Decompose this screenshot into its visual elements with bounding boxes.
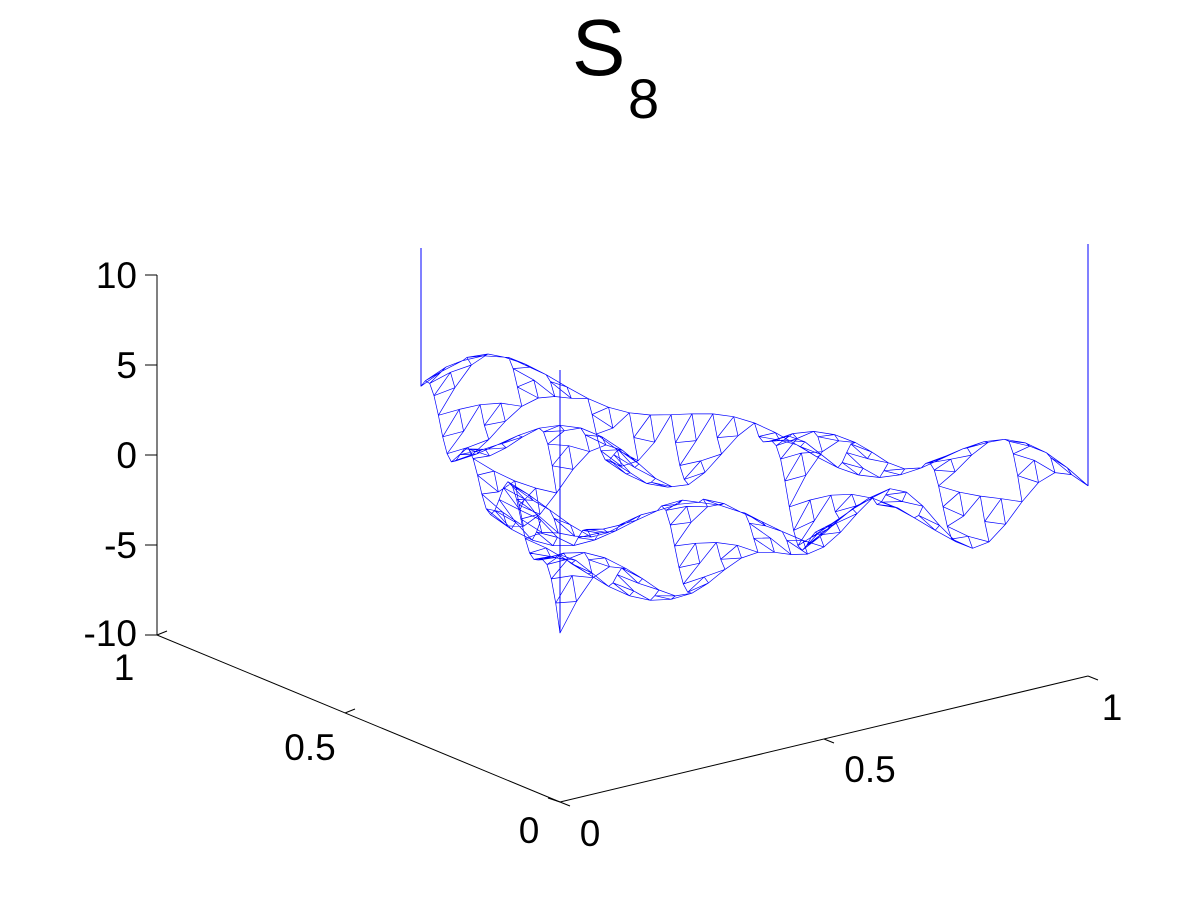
mesh-triangles bbox=[420, 353, 1089, 634]
y-tick-1 bbox=[156, 630, 168, 636]
y-tick-label-05: 0.5 bbox=[284, 727, 335, 768]
y-tick-label-0: 0 bbox=[519, 810, 540, 851]
z-tick-label-neg10: -10 bbox=[84, 613, 137, 654]
z-tick-label-neg5: -5 bbox=[104, 525, 137, 566]
axis-ticks bbox=[145, 274, 1099, 807]
wireframe-mesh bbox=[420, 353, 1089, 634]
z-tick-label-10: 10 bbox=[96, 255, 137, 296]
x-tick-label-1: 1 bbox=[1102, 687, 1123, 728]
corner-spikes bbox=[420, 244, 1089, 633]
x-tick-1 bbox=[1087, 675, 1099, 681]
y-axis-line bbox=[156, 634, 561, 803]
x-tick-05 bbox=[823, 738, 835, 744]
x-tick-label-05: 0.5 bbox=[844, 749, 895, 790]
z-tick-label-5: 5 bbox=[116, 345, 137, 386]
z-tick-label-0: 0 bbox=[116, 435, 137, 476]
y-tick-label-1: 1 bbox=[114, 647, 135, 688]
y-tick-0 bbox=[547, 797, 561, 803]
x-tick-0 bbox=[559, 801, 571, 807]
chart-title-subscript: 8 bbox=[628, 67, 659, 130]
x-tick-label-0: 0 bbox=[580, 813, 601, 854]
y-tick-05 bbox=[344, 708, 356, 714]
chart-title: S bbox=[572, 3, 625, 92]
